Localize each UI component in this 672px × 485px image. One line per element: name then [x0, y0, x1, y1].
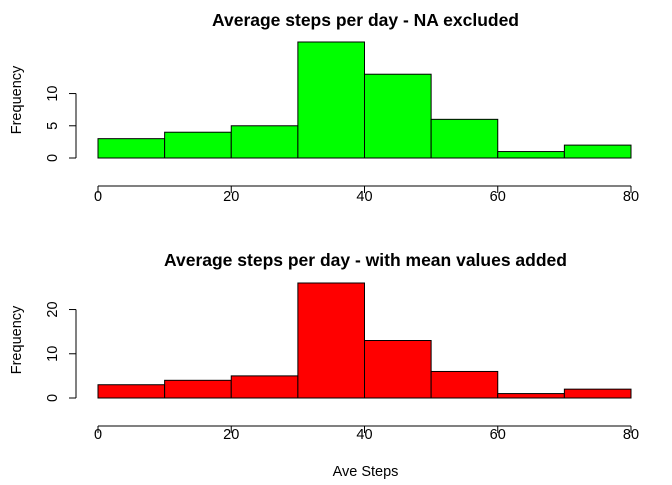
- histogram-bar: [563, 388, 632, 399]
- histogram-bar: [297, 41, 365, 159]
- y-tick-label: 10: [45, 85, 61, 101]
- y-tick-label: 5: [45, 122, 61, 130]
- x-tick-label: 80: [623, 189, 639, 205]
- histogram-bar: [164, 131, 232, 159]
- x-tick-label: 60: [490, 189, 506, 205]
- y-axis-label: Frequency: [9, 65, 25, 134]
- histogram-bar: [563, 144, 632, 159]
- y-tick-label: 0: [45, 154, 61, 162]
- histogram-bar: [430, 118, 499, 159]
- y-tick-label: 10: [45, 346, 61, 362]
- histogram-bar: [230, 375, 299, 399]
- chart-title: Average steps per day - NA excluded: [212, 10, 519, 30]
- x-tick-label: 60: [490, 427, 506, 443]
- x-tick-label: 20: [223, 189, 239, 205]
- x-tick-label: 20: [223, 427, 239, 443]
- x-tick-label: 40: [356, 189, 372, 205]
- histogram-bar: [164, 379, 232, 399]
- chart-title: Average steps per day - with mean values…: [164, 250, 567, 270]
- histogram-bar: [430, 370, 499, 399]
- x-tick-label: 40: [356, 427, 372, 443]
- x-tick-label: 0: [94, 427, 102, 443]
- histogram-bar: [364, 340, 432, 399]
- y-axis-label: Frequency: [9, 305, 25, 374]
- x-axis-label: Ave Steps: [333, 464, 399, 480]
- y-tick-label: 0: [45, 394, 61, 402]
- histogram-bar: [297, 282, 365, 399]
- histogram-bar: [97, 384, 166, 399]
- histogram-bar: [364, 73, 432, 159]
- y-tick-label: 20: [45, 301, 61, 317]
- x-tick-label: 0: [94, 189, 102, 205]
- histogram-bar: [97, 138, 166, 159]
- histogram-bar: [230, 125, 299, 159]
- histogram-bar: [497, 393, 565, 399]
- x-tick-label: 80: [623, 427, 639, 443]
- histogram-bar: [497, 151, 565, 159]
